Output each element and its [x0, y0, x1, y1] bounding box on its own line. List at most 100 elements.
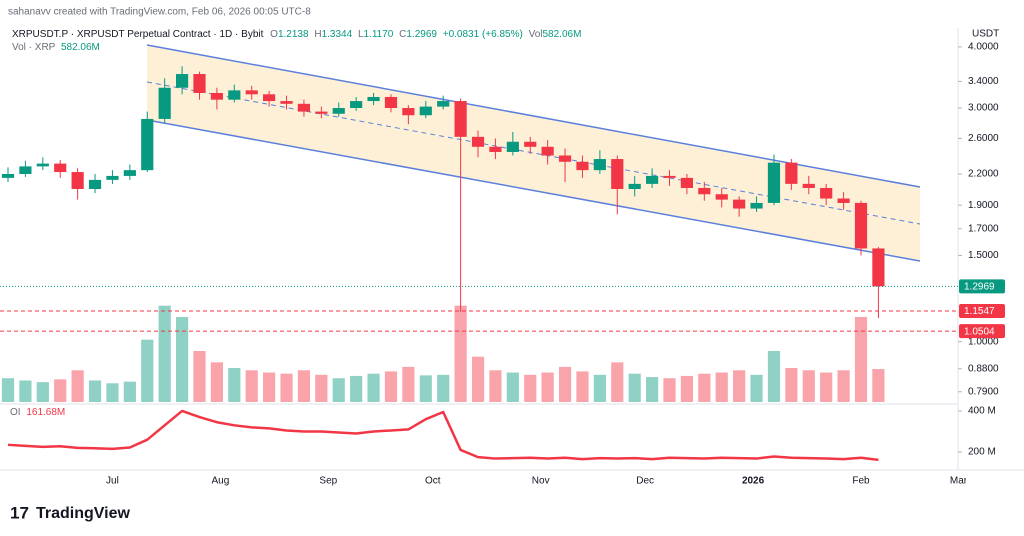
volume-bar — [297, 370, 311, 402]
volume-bar — [210, 362, 223, 402]
volume-bar — [698, 373, 711, 402]
volume-bar — [506, 372, 519, 402]
candle-body — [297, 103, 311, 112]
candle-body — [158, 87, 171, 119]
vol-legend-label: Vol · XRP — [12, 42, 56, 53]
ohlc-value: 1.2138 — [278, 29, 309, 40]
y-tick-label: 1.5000 — [968, 250, 999, 261]
volume-bar — [419, 375, 432, 402]
x-tick-label: 2026 — [742, 476, 765, 487]
brand-name: TradingView — [36, 505, 131, 522]
volume-bar — [628, 373, 641, 402]
volume-bar — [837, 370, 850, 402]
oi-legend: OI 161.68M — [10, 407, 65, 418]
candle-body — [785, 162, 798, 184]
volume-bar — [733, 370, 746, 402]
candle-body — [820, 187, 833, 199]
volume-bar — [228, 368, 241, 402]
volume-bar — [367, 373, 380, 402]
ohlc-value: 1.1170 — [364, 29, 394, 40]
x-tick-label: Aug — [211, 476, 229, 487]
ohlc-label: H — [314, 29, 321, 40]
volume-bar — [558, 366, 572, 402]
candle-body — [228, 90, 241, 100]
volume-bar — [71, 370, 84, 402]
candle-body — [802, 183, 815, 188]
x-tick-label: Sep — [319, 476, 337, 487]
candle-body — [419, 106, 432, 116]
price-label: 1.0504 — [964, 326, 995, 337]
volume-bar — [750, 374, 763, 402]
candle-body — [210, 92, 223, 100]
change: +0.0831 (+6.85%) — [443, 29, 523, 40]
volume-bar — [680, 375, 694, 402]
candle-body — [280, 101, 293, 104]
volume-bar — [541, 372, 554, 402]
vol-label: Vol — [529, 29, 543, 40]
channel-mid — [146, 81, 921, 225]
candle-body — [54, 163, 67, 173]
price-label-box — [959, 304, 1005, 319]
candle-body — [332, 108, 345, 114]
candle-body — [367, 96, 380, 102]
channel-fill — [147, 45, 920, 261]
candle-body — [454, 101, 467, 137]
candle-body — [750, 202, 763, 209]
volume-bar — [454, 305, 467, 402]
vol-legend: Vol · XRP 582.06M — [12, 42, 100, 53]
oi-tick-label: 400 M — [968, 406, 996, 417]
candle-body — [593, 159, 606, 171]
candle-body — [19, 166, 32, 174]
oi-legend-label: OI — [10, 407, 21, 418]
volume-bar — [524, 374, 537, 402]
candle-body — [541, 146, 554, 156]
y-tick-label: 1.0000 — [968, 336, 999, 347]
candle-body — [402, 108, 415, 116]
volume-bar — [88, 380, 102, 402]
candle-body — [36, 163, 49, 167]
y-tick-label: 0.8800 — [968, 363, 999, 374]
symbol: XRPUSDT.P · XRPUSDT Perpetual Contract ·… — [12, 29, 264, 40]
candle-body — [854, 202, 868, 249]
volume-bar — [802, 370, 815, 402]
candle-body — [698, 187, 711, 195]
channel-lower — [146, 119, 921, 262]
ohlc-label: L — [358, 29, 364, 40]
axis-layer: 4.0000 3.4000 3.0000 2.6000 2.2000 1.9000 1.70… — [958, 41, 1005, 458]
volume-bar — [663, 378, 676, 402]
candle-body — [506, 141, 519, 152]
volume-bar — [332, 378, 345, 402]
vol-legend-value: 582.06M — [61, 42, 100, 53]
candle-body — [106, 175, 119, 180]
y-tick-label: 2.6000 — [968, 133, 999, 144]
volume-bar — [437, 374, 450, 402]
candle-body — [141, 118, 154, 171]
oi-layer — [7, 409, 879, 462]
candle-body — [175, 74, 189, 88]
candle-body — [350, 101, 363, 109]
candle-body — [680, 177, 694, 188]
y-tick-label: 2.2000 — [968, 169, 999, 180]
price-label: 1.1547 — [964, 306, 995, 317]
volume-bar — [315, 374, 328, 402]
y-tick-label: 4.0000 — [968, 41, 999, 52]
volume-bar — [785, 368, 798, 402]
y-tick-label: 3.4000 — [968, 76, 999, 87]
y-tick-label: 1.7000 — [968, 223, 999, 234]
price-label-box — [959, 279, 1005, 294]
volume-bar — [611, 362, 624, 402]
brand: 17 TradingView — [10, 503, 131, 522]
candle-body — [471, 136, 485, 147]
candle-body — [88, 179, 102, 189]
oi-legend-value: 161.68M — [26, 407, 65, 418]
volume-bar — [245, 370, 258, 402]
oi-line — [7, 409, 879, 462]
volume-bar — [715, 372, 728, 402]
candle-body — [733, 199, 746, 209]
y-tick-label: 0.7900 — [968, 386, 999, 397]
ohlc-value: 1.2969 — [406, 29, 437, 40]
candle-body — [872, 248, 885, 287]
candle-body — [123, 170, 136, 176]
volume-bar — [158, 305, 171, 402]
